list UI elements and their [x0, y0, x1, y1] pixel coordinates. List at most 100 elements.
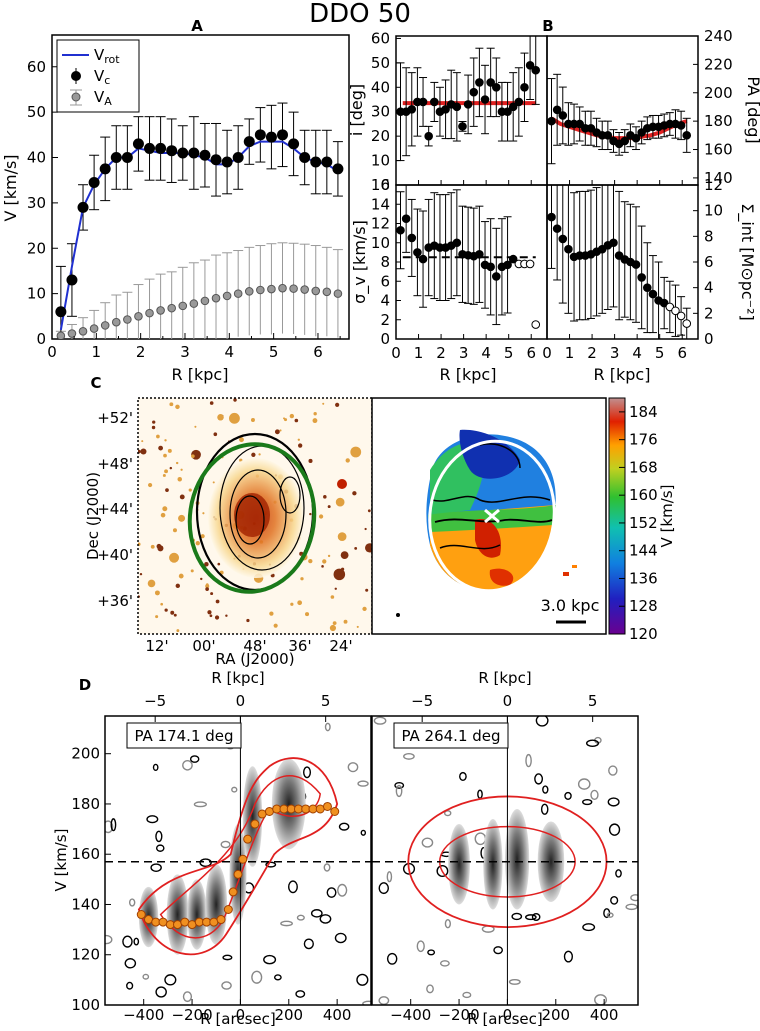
noise-contour: [182, 991, 193, 1003]
x-tick-label: 200: [541, 1006, 570, 1024]
noise-contour: [222, 954, 233, 961]
y-tick-label: 30: [27, 194, 46, 212]
va-point: [156, 306, 165, 315]
noise-contour: [443, 810, 452, 817]
data-point: [441, 104, 450, 114]
pv-emission: [537, 821, 565, 902]
noise-contour: [105, 934, 113, 945]
optical-image: [138, 398, 372, 634]
rotation-curve-point: [243, 834, 253, 844]
colorbar-tick-label: 152: [629, 514, 658, 532]
noise-contour: [164, 974, 177, 986]
star: [141, 440, 144, 443]
star: [350, 446, 362, 458]
noise-contour: [310, 909, 323, 918]
star: [163, 453, 167, 458]
velocity-field: [372, 398, 606, 634]
data-point: [486, 78, 495, 87]
star: [294, 418, 299, 423]
pa-label-box-2: [393, 722, 509, 749]
y-tick-label: 10: [371, 152, 390, 170]
y-tick-label: 6: [380, 272, 390, 290]
data-point: [463, 100, 473, 109]
rotation-curve-point: [250, 819, 260, 829]
star: [229, 412, 240, 424]
star: [175, 404, 180, 410]
data-point: [682, 319, 692, 328]
x-tick-label: 2: [136, 343, 146, 361]
data-point: [637, 273, 646, 282]
star: [352, 491, 357, 496]
star: [213, 432, 218, 437]
dispersion-axis-label: σ_v [km/s]: [350, 220, 370, 304]
y-tick-label: 200: [71, 745, 100, 763]
vc-point: [221, 156, 233, 168]
star: [164, 469, 168, 474]
star: [246, 618, 250, 623]
star: [340, 551, 349, 560]
y-tick-label: 0: [380, 330, 390, 348]
data-point: [603, 131, 613, 140]
star: [148, 483, 153, 488]
noise-contour: [625, 903, 638, 911]
pv-minor-frame: [371, 715, 639, 1006]
noise-contour: [296, 914, 305, 921]
y-tick-label: 6: [704, 253, 714, 271]
noise-contour: [263, 954, 277, 965]
top-x-tick-label: 5: [588, 692, 598, 710]
noise-contour: [357, 780, 369, 787]
rotation-curve-point: [223, 905, 233, 915]
data-point: [676, 311, 686, 321]
fitting-ellipse: [187, 442, 317, 594]
x-tick-label: 2: [587, 344, 597, 362]
va-point: [167, 303, 176, 313]
x-tick-label: 4: [225, 343, 235, 361]
va-point: [89, 324, 99, 333]
star: [164, 608, 168, 612]
noise-contour: [152, 763, 159, 772]
star: [365, 543, 372, 553]
noise-contour: [155, 830, 163, 843]
noise-contour: [122, 935, 133, 948]
va-point: [256, 285, 265, 295]
noise-contour: [508, 978, 521, 985]
star: [139, 572, 143, 576]
vc-point: [288, 138, 300, 150]
star: [217, 414, 224, 421]
pv-emission: [483, 819, 503, 910]
data-point: [452, 102, 462, 112]
rotation-curve-point: [228, 887, 238, 897]
pv-slice-major: [105, 716, 371, 1005]
data-point: [508, 254, 518, 264]
y-tick-label: 14: [371, 195, 390, 213]
star: [330, 595, 335, 599]
star: [289, 413, 295, 419]
vc-point: [310, 156, 322, 168]
x-tick-label: −200: [438, 1006, 479, 1024]
star: [160, 602, 164, 606]
va-point: [200, 296, 210, 306]
colorbar-tick-label: 176: [629, 431, 658, 449]
x-tick-label: 0: [391, 344, 401, 362]
x-tick-label: 0: [503, 1006, 513, 1024]
star: [313, 412, 317, 416]
vc-point: [88, 176, 100, 188]
star: [251, 452, 256, 457]
noise-contour: [221, 981, 232, 990]
noise-contour: [133, 937, 140, 946]
ra-tick-label: 00': [192, 637, 215, 655]
star: [162, 473, 166, 477]
kinematic-parameters-panel: 0102030405060140160180200220240024681012…: [347, 27, 760, 384]
vc-point: [254, 129, 266, 141]
top-x-tick-label: 5: [321, 692, 331, 710]
dec-tick-label: +52': [97, 409, 133, 427]
data-point: [430, 97, 439, 107]
y-tick-label: 0: [36, 330, 46, 348]
pv-x-label-1: R [arcsec]: [200, 1010, 275, 1028]
data-point: [648, 289, 658, 299]
dispersion-x-label: R [kpc]: [440, 365, 497, 384]
noise-contour: [395, 784, 403, 798]
star: [154, 590, 160, 596]
data-point: [480, 95, 490, 104]
pa-label-2: PA 264.1 deg: [401, 727, 500, 745]
